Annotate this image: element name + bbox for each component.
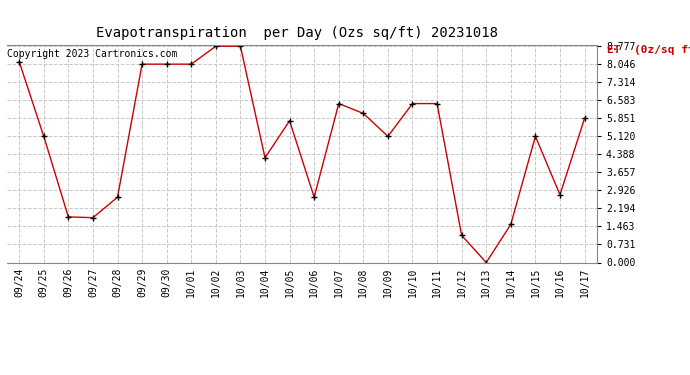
Text: Evapotranspiration  per Day (Ozs sq/ft) 20231018: Evapotranspiration per Day (Ozs sq/ft) 2… <box>96 26 497 40</box>
Text: Copyright 2023 Cartronics.com: Copyright 2023 Cartronics.com <box>8 50 178 59</box>
Text: ET  (0z/sq ft): ET (0z/sq ft) <box>607 45 690 55</box>
